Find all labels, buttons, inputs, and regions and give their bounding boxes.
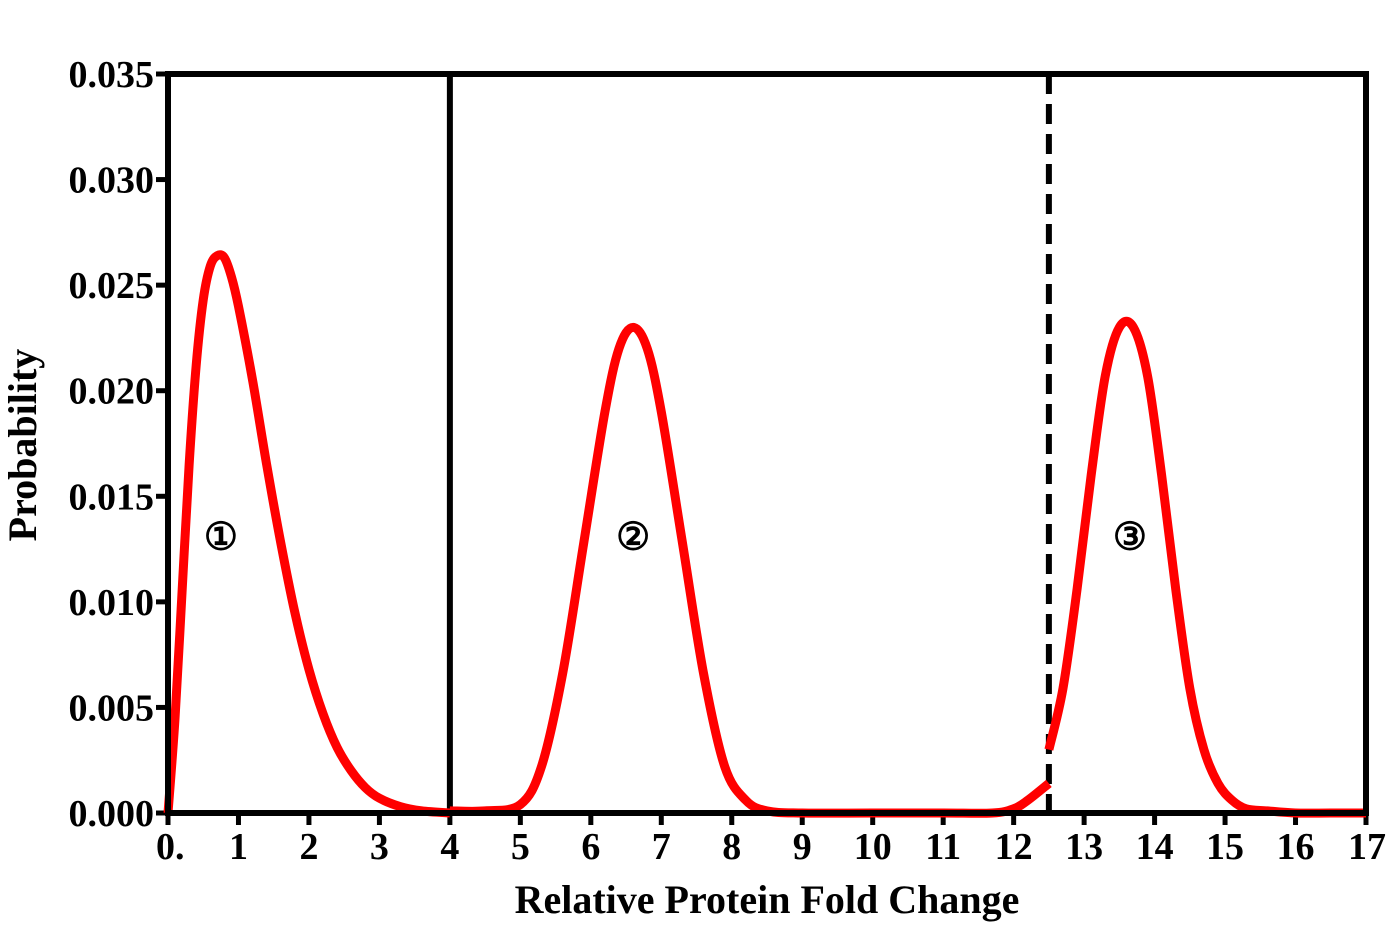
x-tick-label: 4	[440, 826, 459, 868]
y-ticks: 0.000 0.005 0.010 0.015 0.020 0.025 0.030 0.035	[69, 54, 168, 835]
x-tick-label: 11	[925, 826, 961, 868]
distribution-curve-3	[1044, 316, 1366, 818]
x-tick-label: 2	[299, 826, 318, 868]
x-tick-label: 15	[1206, 826, 1244, 868]
distribution-curve-2	[449, 322, 1052, 818]
x-tick-label: 7	[652, 826, 671, 868]
annotations: ① ② ③	[204, 516, 1147, 558]
y-tick-label: 0.035	[69, 54, 155, 96]
x-tick-label: 0.	[156, 826, 185, 868]
x-tick-label: 16	[1277, 826, 1315, 868]
x-tick-label: 10	[854, 826, 892, 868]
y-tick-label: 0.020	[69, 371, 155, 413]
x-tick-label: 1	[229, 826, 248, 868]
y-tick-label: 0.030	[69, 160, 155, 202]
x-ticks: 0. 1 2 3 4 5 6 7 8 9 10 11 12 13 14 15 16 17	[156, 813, 1386, 868]
y-tick-label: 0.025	[69, 265, 155, 307]
y-tick-label: 0.005	[69, 687, 155, 729]
x-tick-label: 3	[370, 826, 389, 868]
x-tick-label: 17	[1348, 826, 1386, 868]
x-tick-label: 14	[1136, 826, 1174, 868]
y-tick-label: 0.000	[69, 793, 155, 835]
y-tick-label: 0.015	[69, 476, 155, 518]
distribution-curve-1	[163, 250, 451, 818]
x-tick-label: 12	[995, 826, 1033, 868]
x-tick-label: 5	[511, 826, 530, 868]
y-tick-label: 0.010	[69, 582, 155, 624]
reference-lines	[446, 74, 1052, 813]
x-tick-label: 9	[793, 826, 812, 868]
plot-frame	[165, 71, 1369, 816]
x-tick-label: 13	[1065, 826, 1103, 868]
x-axis-label: Relative Protein Fold Change	[515, 877, 1020, 922]
peak-annotation-1: ①	[204, 516, 238, 558]
y-axis-label: Probability	[0, 349, 45, 542]
peak-annotation-2: ②	[616, 516, 650, 558]
x-tick-label: 6	[581, 826, 600, 868]
peak-annotation-3: ③	[1113, 516, 1147, 558]
x-tick-label: 8	[722, 826, 741, 868]
curves	[163, 250, 1366, 818]
